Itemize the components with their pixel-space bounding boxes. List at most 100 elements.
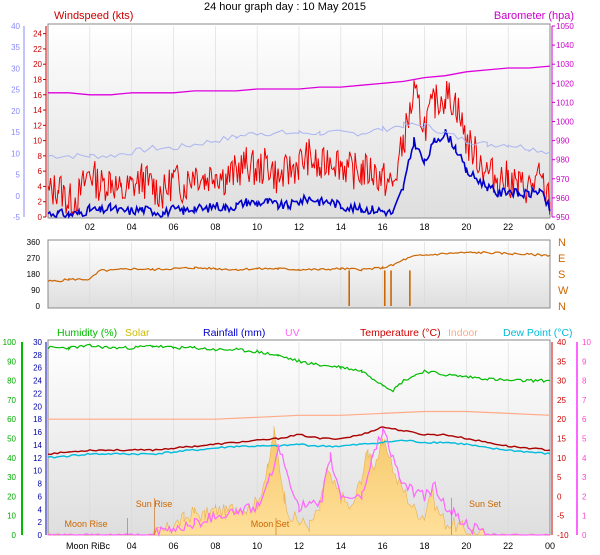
secondary-temperature-ticks: -5 0 5 10 15 20 25 30 35 40 <box>11 22 20 222</box>
solar-tick: 4 <box>38 505 43 514</box>
solar-tick: 6 <box>38 492 43 501</box>
solar-tick: 24 <box>33 377 42 386</box>
direction-tick: 180 <box>27 270 41 279</box>
time-tick: 06 <box>168 222 178 232</box>
legend: Humidity (%) Solar Rainfall (mm) UV Temperat… <box>57 327 573 339</box>
annotation-label: Sun Set <box>469 499 502 509</box>
pale-blue-line <box>47 121 551 160</box>
secondary-tick: 5 <box>16 171 21 180</box>
secondary-tick: 30 <box>11 64 20 73</box>
legend-entry: Dew Point (°C) <box>503 327 573 339</box>
dewpoint-line <box>47 439 551 459</box>
uv-tick: 7 <box>582 396 587 405</box>
time-tick: 12 <box>294 541 304 551</box>
time-tick: Moon RiBc <box>66 541 111 551</box>
time-tick: 04 <box>127 222 137 232</box>
humidity-ticks: 0 10 20 30 40 50 60 70 80 90 100 <box>3 338 17 540</box>
temperature-tick: 30 <box>557 377 566 386</box>
humidity-tick: 70 <box>7 396 16 405</box>
uv-tick: 1 <box>582 512 587 521</box>
secondary-tick: 35 <box>11 43 20 52</box>
wind-direction-line <box>47 251 551 283</box>
time-tick: 16 <box>378 222 388 232</box>
windspeed-tick: 2 <box>38 198 43 207</box>
windspeed-tick: 16 <box>33 91 42 100</box>
barometer-tick: 960 <box>556 194 570 203</box>
solar-tick: 26 <box>33 364 42 373</box>
barometer-tick: 990 <box>556 137 570 146</box>
humidity-tick: 90 <box>7 357 16 366</box>
uv-ticks: 0 1 2 3 4 5 6 7 8 9 10 <box>582 338 591 540</box>
windspeed-tick: 10 <box>33 137 42 146</box>
annotation-label: Sun Rise <box>136 499 173 509</box>
temperature-tick: -10 <box>557 531 569 540</box>
barometer-tick: 950 <box>556 213 570 222</box>
legend-entry: Humidity (%) <box>57 327 117 339</box>
compass-letter: S <box>558 269 565 281</box>
time-axis-ticks: Moon RiBc 04 06 08 10 12 14 16 18 20 22 00 <box>66 541 555 551</box>
windspeed-line <box>47 129 551 219</box>
time-tick: 10 <box>252 541 262 551</box>
barometer-axis-title: Barometer (hpa) <box>494 10 574 22</box>
direction-tick: 270 <box>27 254 41 263</box>
humidity-tick: 60 <box>7 415 16 424</box>
solar-tick: 8 <box>38 480 43 489</box>
time-tick: 02 <box>85 222 95 232</box>
windspeed-tick: 0 <box>38 213 43 222</box>
barometer-tick: 1030 <box>556 60 574 69</box>
temp-humidity-panel: Humidity (%) Solar Rainfall (mm) UV Temperat… <box>3 327 592 551</box>
uv-tick: 2 <box>582 492 587 501</box>
secondary-tick: 15 <box>11 128 20 137</box>
direction-degree-ticks: 0 90 180 270 360 <box>27 238 41 311</box>
windspeed-tick: 8 <box>38 152 43 161</box>
indoor-line <box>48 410 551 420</box>
legend-entry: Indoor <box>448 327 478 339</box>
uv-tick: 3 <box>582 473 587 482</box>
secondary-tick: 25 <box>11 86 20 95</box>
temperature-tick: 0 <box>557 492 562 501</box>
solar-tick: 30 <box>33 338 42 347</box>
uv-tick: 0 <box>582 531 587 540</box>
compass-letter: W <box>558 285 569 297</box>
time-tick: 08 <box>210 541 220 551</box>
direction-tick: 0 <box>36 302 41 311</box>
time-tick: 20 <box>461 541 471 551</box>
legend-entry: Solar <box>125 327 150 339</box>
time-tick: 08 <box>210 222 220 232</box>
time-tick: 00 <box>545 541 555 551</box>
secondary-tick: 20 <box>11 107 20 116</box>
barometer-tick: 1020 <box>556 79 574 88</box>
windspeed-tick: 12 <box>33 121 42 130</box>
temperature-tick: 35 <box>557 357 566 366</box>
time-tick: 22 <box>503 222 513 232</box>
humidity-tick: 30 <box>7 473 16 482</box>
temperature-tick: 25 <box>557 396 566 405</box>
solar-tick: 20 <box>33 402 42 411</box>
secondary-tick: 0 <box>16 192 21 201</box>
temperature-line <box>47 426 551 456</box>
humidity-tick: 40 <box>7 454 16 463</box>
solar-tick: 18 <box>33 415 42 424</box>
uv-tick: 8 <box>582 377 587 386</box>
time-tick: 20 <box>461 222 471 232</box>
gust-line <box>47 80 551 216</box>
temperature-tick: 40 <box>557 338 566 347</box>
solar-tick: 22 <box>33 389 42 398</box>
uv-tick: 10 <box>582 338 591 347</box>
uv-tick: 5 <box>582 435 587 444</box>
humidity-line <box>47 343 551 393</box>
time-tick: 18 <box>419 541 429 551</box>
windspeed-tick: 6 <box>38 167 43 176</box>
temperature-tick: 5 <box>557 473 562 482</box>
humidity-tick: 0 <box>12 531 17 540</box>
compass-letter: N <box>558 301 566 313</box>
sun-moon-annotations: Moon Rise Sun Rise Moon Set Sun Set <box>64 498 502 535</box>
windspeed-tick: 18 <box>33 75 42 84</box>
humidity-tick: 20 <box>7 492 16 501</box>
windspeed-tick: 4 <box>38 182 43 191</box>
barometer-ticks: 950 960 970 980 990 1000 1010 1020 1030 1040 1050 <box>552 22 574 222</box>
